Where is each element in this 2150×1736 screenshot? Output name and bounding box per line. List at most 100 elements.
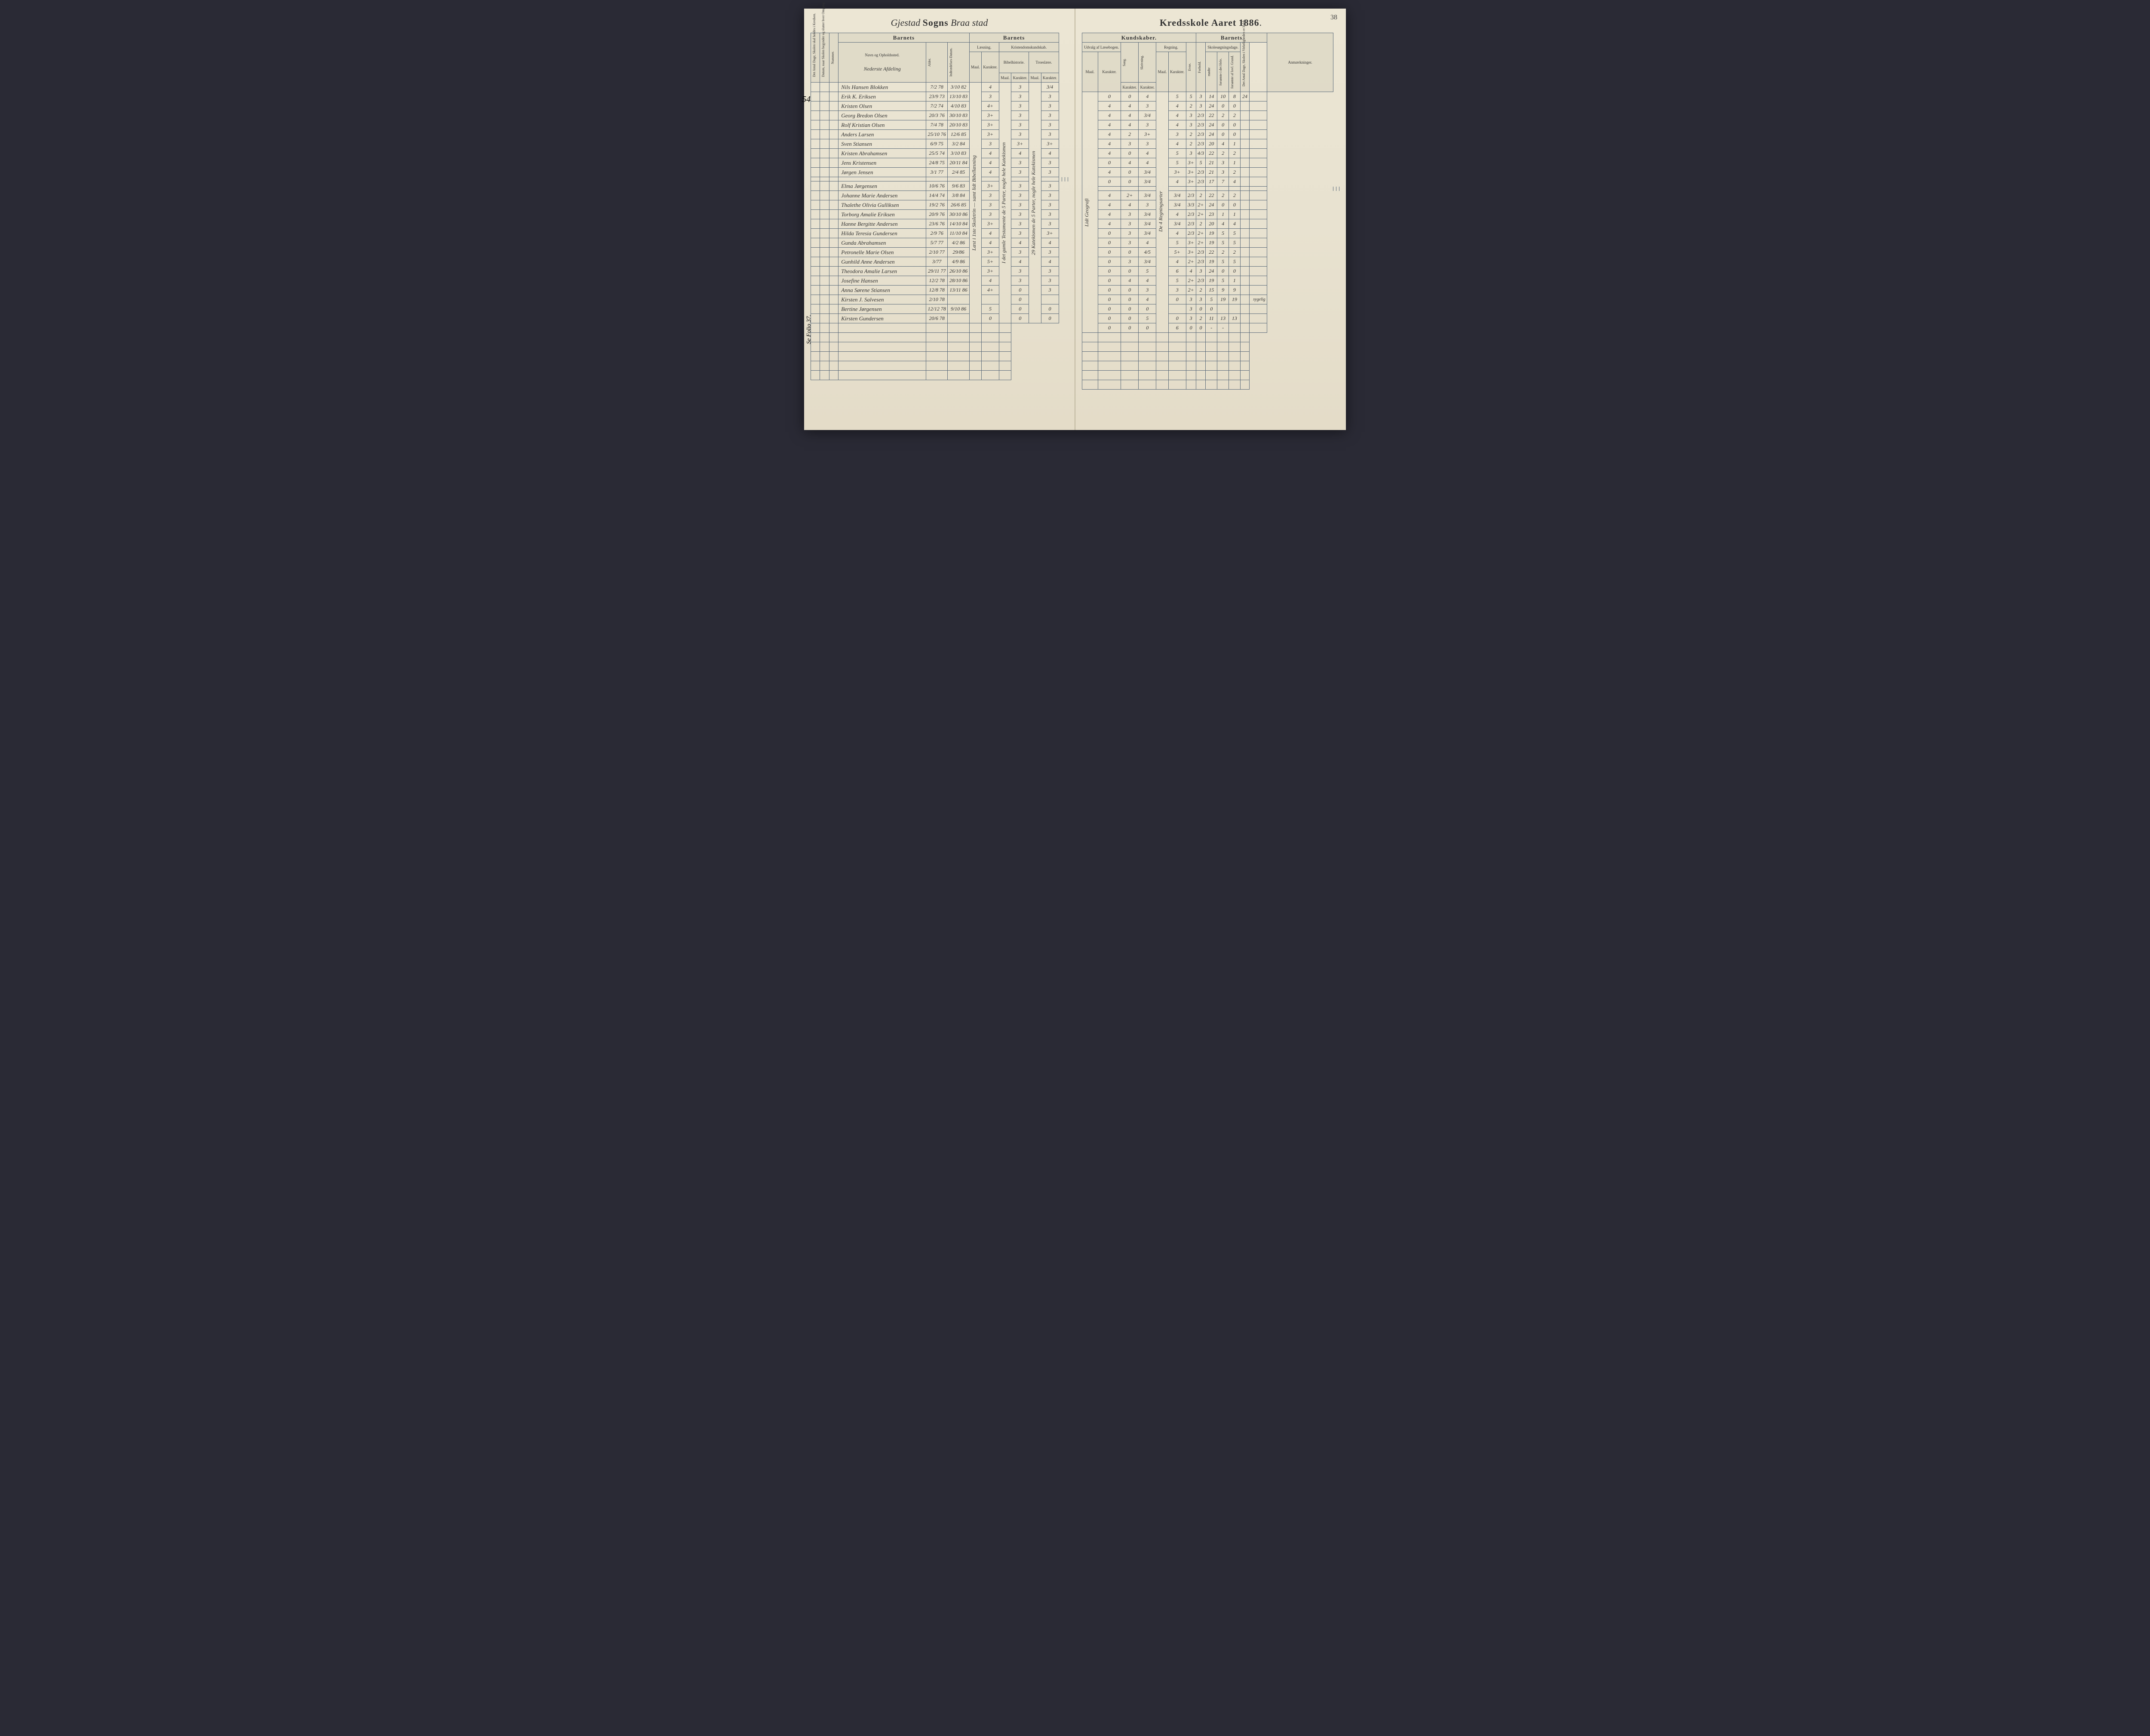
ind-cell: 3/8 84 [948,191,969,200]
h-sa-kar: Karakter. [1121,83,1139,92]
h-navn-text: Navn og Opholdssted. [840,53,924,57]
fors-grund: 0 [1229,130,1240,139]
forhold: 2+ [1196,238,1206,248]
alder-cell: 20/6 78 [926,314,948,323]
sang: 3 [1121,219,1139,229]
modte: 19 [1206,257,1217,267]
table-row [811,323,1068,333]
left-page: 54 Se Folio 37. Gjestad Sogns Braa stad … [804,9,1075,430]
sang: 0 [1121,314,1139,323]
b-kar: 3 [1011,92,1029,101]
alder-cell: 12/12 78 [926,304,948,314]
evne: 4 [1186,267,1196,276]
forhold: 2/3 [1196,168,1206,177]
r-kar: 4 [1168,139,1186,149]
evne: 2 [1186,101,1196,111]
ind-cell: 26/6 85 [948,200,969,210]
anm [1250,92,1267,101]
u-kar: 4 [1098,219,1121,229]
sang: 3 [1121,139,1139,149]
h-r-kar: Karakter. [1168,52,1186,92]
u-kar: 4 [1098,191,1121,200]
evne: 3/3 [1186,200,1196,210]
r-kar: 5 [1168,276,1186,286]
h-anm: Anmærkninger. [1267,33,1333,92]
u-kar: 0 [1098,238,1121,248]
evne: 3+ [1186,238,1196,248]
anm [1250,314,1267,323]
ind-cell: 28/10 86 [948,276,969,286]
table-row: Lidt Geografi004De 4 Regningsarter553141… [1082,92,1339,101]
modte: 11 [1206,314,1217,323]
anm [1250,323,1267,333]
t-kar [1041,295,1059,304]
ind-cell: 14/10 84 [948,219,969,229]
antal-dage [1240,130,1249,139]
right-page: 38 Kredsskole Aaret 1886. Kundskaber. Ba… [1075,9,1346,430]
l-kar: 3 [981,139,999,149]
fors-hele: 0 [1217,101,1229,111]
student-name: Bertine Jørgensen [838,304,926,314]
anm [1250,210,1267,219]
antal-dage [1240,191,1249,200]
title-right: Kredsskole Aaret 1886. [1082,17,1339,28]
u-kar: 4 [1098,130,1121,139]
t-kar: 3 [1041,120,1059,130]
student-name: Jens Kristensen [838,158,926,168]
antal-dage [1240,120,1249,130]
h-antal: Det Antal Dage, Skolen i Virkeligheden e… [1242,48,1248,86]
antal-dage [1240,111,1249,120]
student-name: Johanne Marie Andersen [838,191,926,200]
modte: 19 [1206,238,1217,248]
modte: 20 [1206,219,1217,229]
antal-dage [1240,314,1249,323]
ind-cell: 20/10 83 [948,120,969,130]
r-kar: 5 [1168,92,1186,101]
ind-cell [948,314,969,323]
sang: 4 [1121,111,1139,120]
fors-hele: 0 [1217,130,1229,139]
u-kar: 0 [1098,267,1121,276]
alder-cell: 25/5 74 [926,149,948,158]
table-row: 04452+2/31951 [1082,276,1339,286]
fors-hele: 13 [1217,314,1229,323]
forhold: 2/3 [1196,248,1206,257]
ledger-book: 54 Se Folio 37. Gjestad Sogns Braa stad … [804,9,1346,430]
student-name: Theodora Amalie Larsen [838,267,926,276]
table-row: 033/442/32+1955 [1082,229,1339,238]
sang: 3 [1121,229,1139,238]
table-row [1082,352,1339,361]
u-kar: 0 [1098,276,1121,286]
fors-hele: 2 [1217,191,1229,200]
forhold: 2/3 [1196,130,1206,139]
evne: 3 [1186,149,1196,158]
b-kar: 0 [1011,314,1029,323]
b-kar: 3 [1011,219,1029,229]
anm [1250,219,1267,229]
h-u-maal: Maal. [1082,52,1098,92]
b-kar: 3 [1011,276,1029,286]
skriv: 4 [1139,149,1156,158]
anm [1250,248,1267,257]
r-kar: 4 [1168,210,1186,219]
alder-cell: 6/9 75 [926,139,948,149]
fors-grund: 4 [1229,177,1240,187]
b-kar: 4 [1011,149,1029,158]
b-kar: 0 [1011,304,1029,314]
h-datum: Datum, naar Skolen begynder og slutter h… [821,38,827,77]
antal-dage [1240,168,1249,177]
h-modte: mødte [1207,52,1213,91]
b-kar: 3 [1011,229,1029,238]
fors-grund: 0 [1229,120,1240,130]
t-kar: 3 [1041,168,1059,177]
alder-cell: 20/9 76 [926,210,948,219]
skriv: 3 [1139,101,1156,111]
t-kar: 4 [1041,149,1059,158]
l-kar: 3+ [981,248,999,257]
r-kar: 3/4 [1168,219,1186,229]
fors-grund: 4 [1229,219,1240,229]
skriv: 4 [1139,238,1156,248]
forhold: 2+ [1196,229,1206,238]
l-kar: 5+ [981,257,999,267]
sang: 2 [1121,130,1139,139]
